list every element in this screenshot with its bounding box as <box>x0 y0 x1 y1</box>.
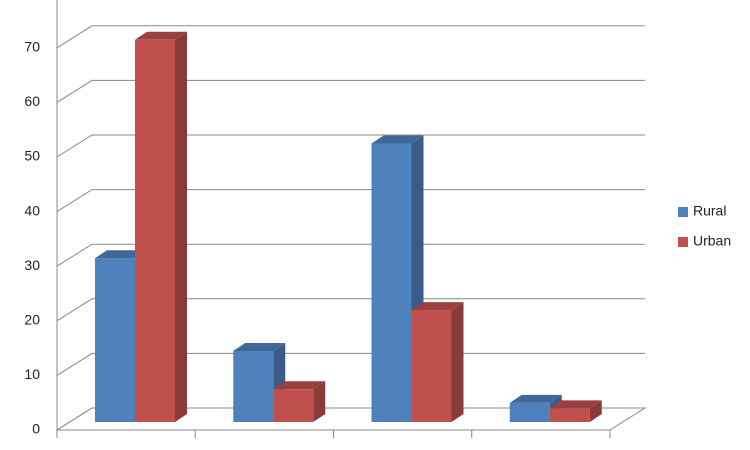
bar-top <box>135 31 187 40</box>
bar-top <box>95 250 147 259</box>
grid-line <box>56 189 645 213</box>
y-tick-label: 0 <box>32 421 40 437</box>
bar <box>549 408 590 422</box>
bar-top <box>411 302 464 311</box>
y-tick-label: 10 <box>24 366 40 382</box>
legend-swatch <box>678 207 688 217</box>
bar-side <box>175 31 187 423</box>
legend-swatch <box>678 237 688 247</box>
grid-line <box>56 243 645 267</box>
y-tick-label: 70 <box>24 39 40 55</box>
grid-line <box>56 298 645 322</box>
y-tick-label: 40 <box>24 202 40 218</box>
y-tick-label: 30 <box>24 257 40 273</box>
bar <box>509 402 550 422</box>
legend-label: Urban <box>693 233 731 249</box>
bar-side <box>313 381 326 422</box>
y-tick-label: 20 <box>24 312 40 328</box>
grid-line <box>56 79 645 103</box>
bar <box>135 39 175 423</box>
y-tick-label: 60 <box>24 93 40 109</box>
bar-top <box>371 135 424 144</box>
bar <box>233 351 274 422</box>
bar <box>273 389 314 422</box>
bar <box>371 143 412 423</box>
y-tick-label: 50 <box>24 148 40 164</box>
bar-side <box>589 400 602 422</box>
legend-label: Rural <box>693 203 726 219</box>
bar-side <box>451 302 464 422</box>
bar-top <box>233 343 286 352</box>
bar <box>411 310 452 422</box>
grid-line <box>56 134 645 158</box>
bar-top <box>273 381 326 390</box>
bar <box>95 258 135 422</box>
bar-top <box>549 400 602 409</box>
grid-line <box>56 25 645 49</box>
bar-top <box>509 394 562 403</box>
